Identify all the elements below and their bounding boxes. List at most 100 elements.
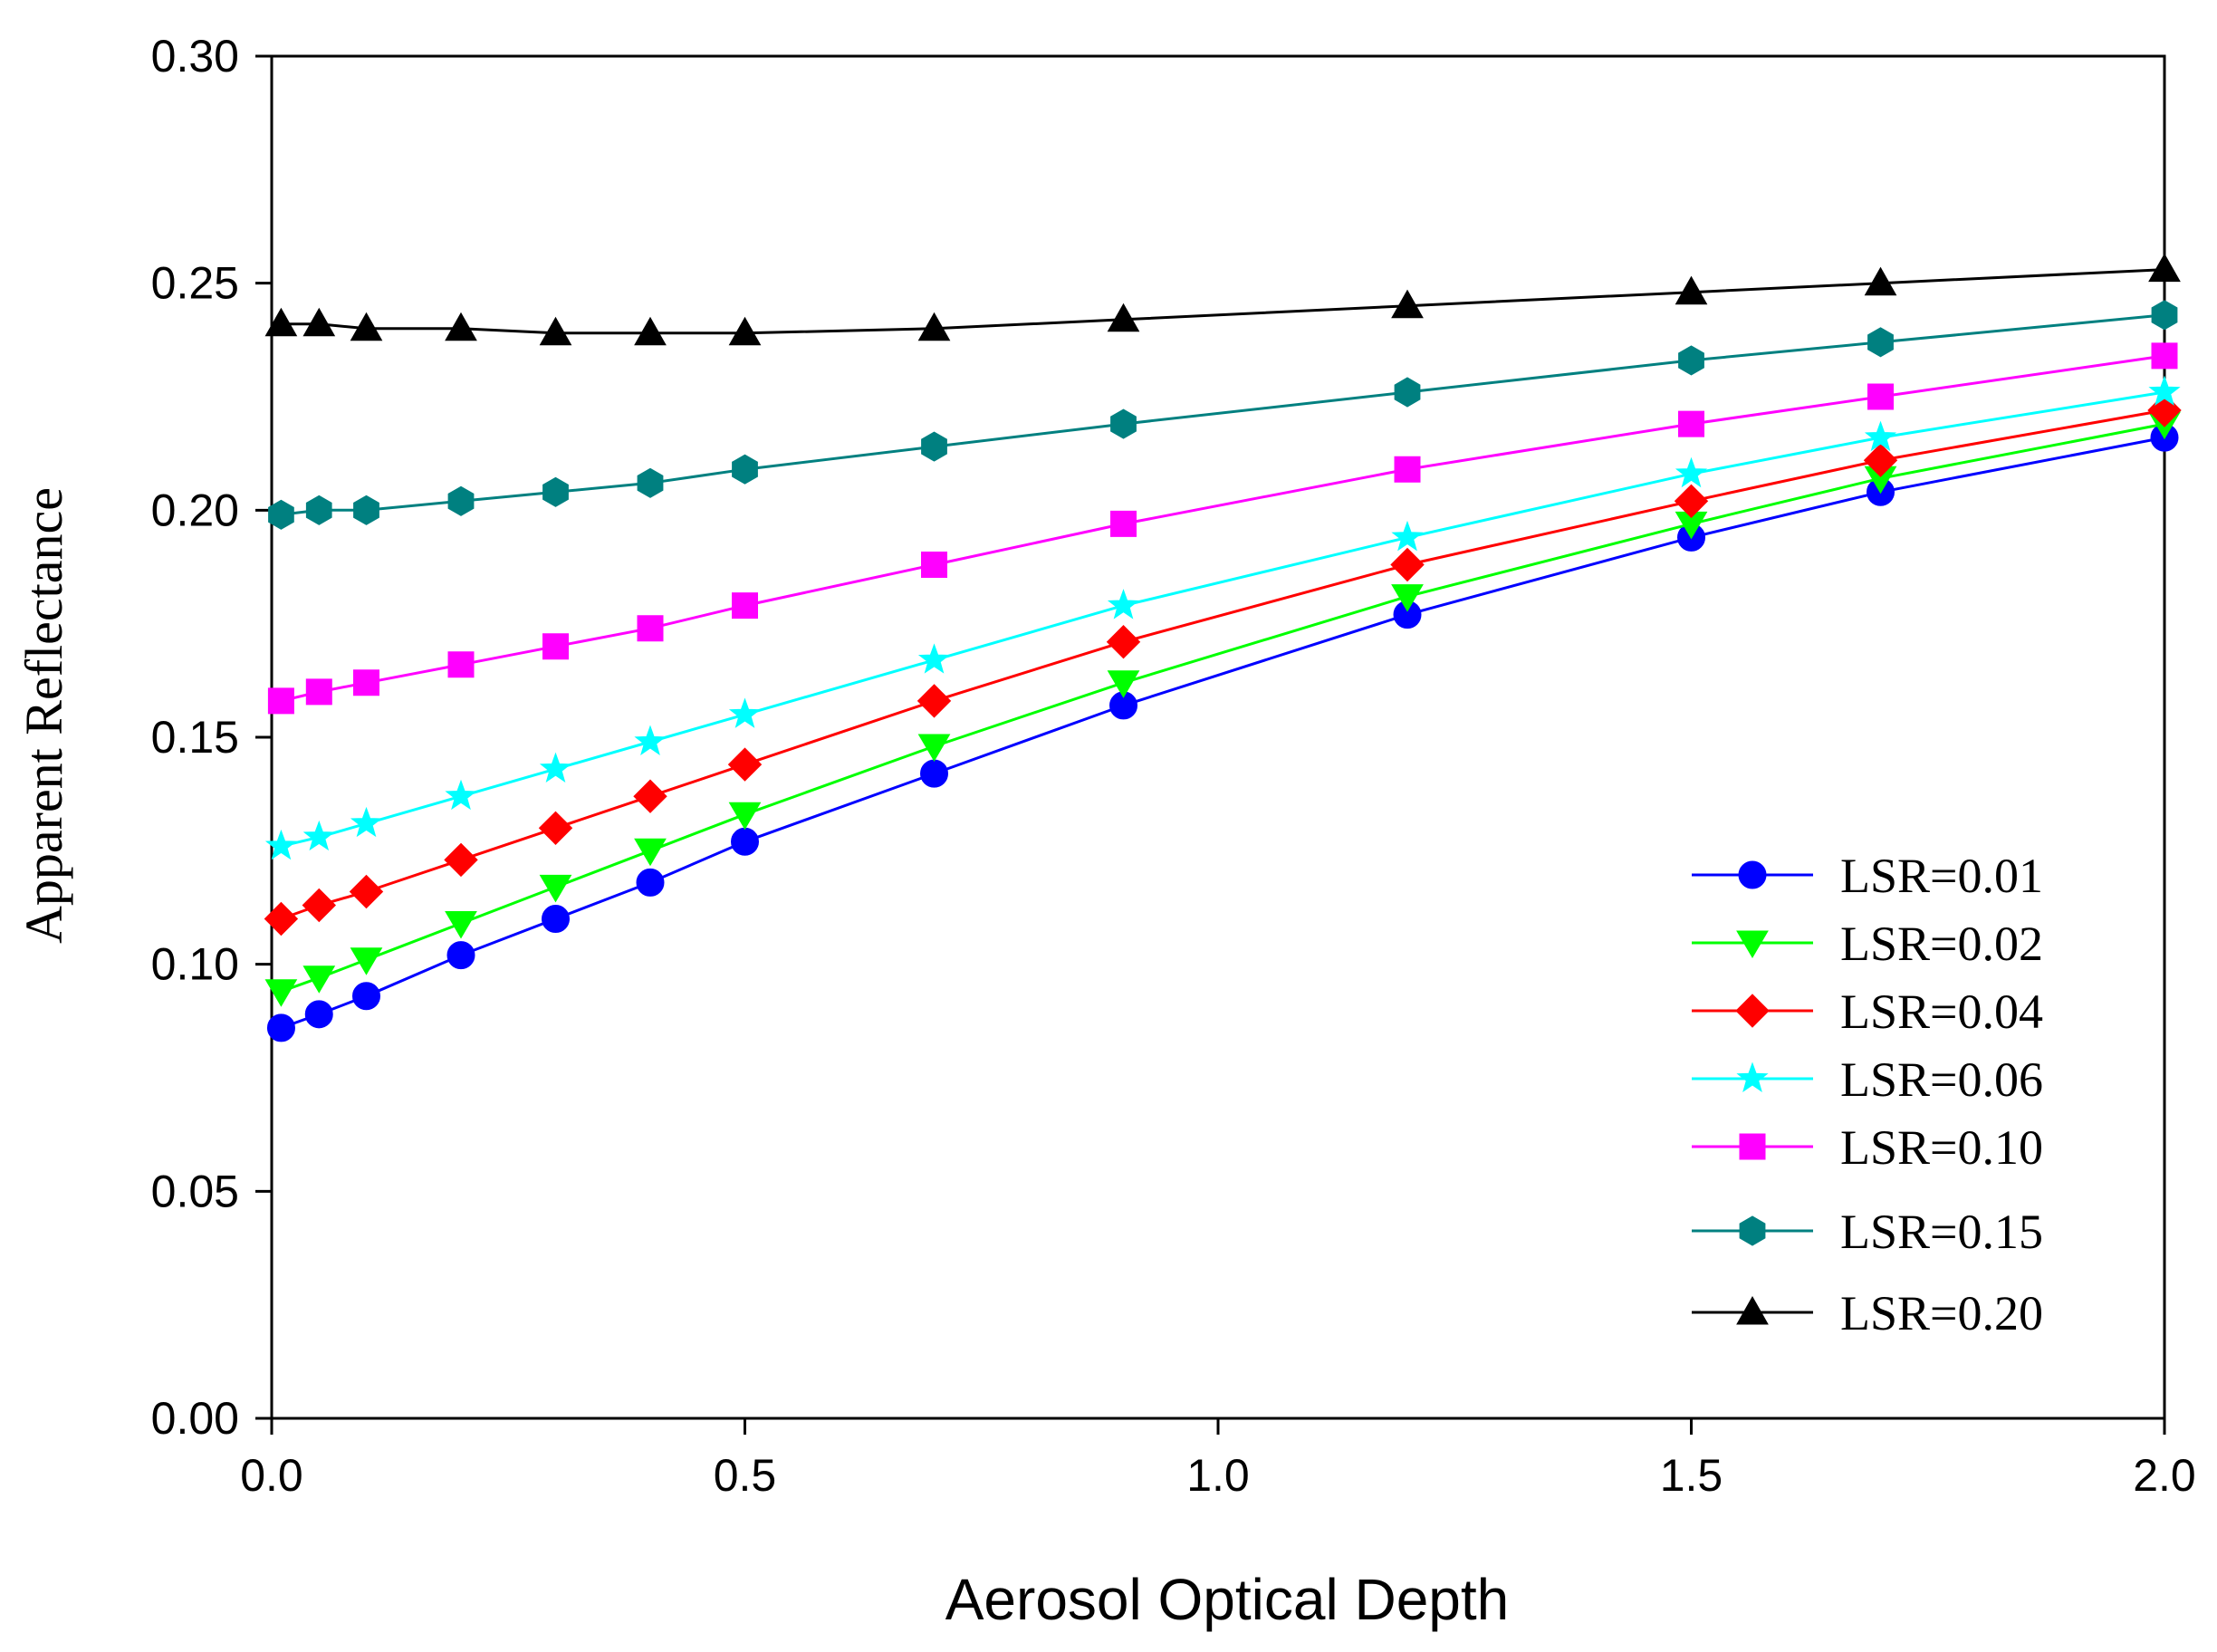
data-point [917, 734, 951, 762]
legend-marker [1738, 860, 1767, 889]
legend-item: LSR=0.20 [1692, 1286, 2043, 1340]
data-point [539, 874, 572, 903]
data-point [637, 467, 664, 498]
data-point [447, 485, 475, 516]
data-point [444, 842, 478, 878]
data-point [921, 431, 947, 462]
legend-item: LSR=0.15 [1692, 1205, 2043, 1259]
series-LSR=0.04 [264, 393, 2182, 936]
data-point [727, 747, 763, 782]
data-point [2148, 253, 2181, 283]
legend-item: LSR=0.04 [1692, 984, 2043, 1039]
data-point [728, 802, 762, 831]
data-point [350, 312, 383, 341]
data-point [266, 1013, 295, 1042]
data-point [267, 687, 294, 715]
data-point [636, 868, 665, 897]
legend-label: LSR=0.20 [1840, 1286, 2043, 1340]
y-tick-label: 0.15 [151, 712, 239, 763]
legend-item: LSR=0.02 [1692, 917, 2043, 971]
y-tick-label: 0.30 [151, 31, 239, 82]
data-point [264, 901, 299, 936]
data-point [446, 941, 475, 970]
data-point [264, 829, 297, 860]
data-point [1394, 456, 1421, 483]
legend-label: LSR=0.04 [1840, 984, 2043, 1039]
data-point [633, 779, 667, 813]
data-point [302, 820, 335, 851]
data-point [1678, 345, 1704, 376]
legend-marker [1736, 1061, 1769, 1092]
data-point [353, 669, 379, 696]
data-point [732, 454, 758, 485]
legend-label: LSR=0.06 [1840, 1052, 2043, 1107]
data-point [637, 615, 664, 642]
data-point [1863, 443, 1898, 477]
data-point [353, 495, 379, 525]
y-axis-ticks: 0.00 0.05 0.10 0.15 0.20 0.25 0.30 [151, 31, 272, 1444]
legend-marker [1736, 930, 1769, 958]
legend-marker [1735, 994, 1770, 1028]
data-point [302, 307, 336, 337]
legend-label: LSR=0.01 [1840, 849, 2043, 903]
x-tick-label: 2.0 [2133, 1450, 2196, 1501]
legend: LSR=0.01 LSR=0.02 LSR=0.04 LSR=0.06 LSR=0.10… [1692, 849, 2043, 1340]
series-LSR=0.20 [264, 253, 2181, 346]
data-point [1678, 410, 1704, 437]
series-LSR=0.06 [264, 375, 2181, 860]
data-point [1674, 484, 1709, 519]
data-point [1390, 547, 1425, 582]
data-point [1107, 670, 1140, 698]
data-point [305, 678, 332, 706]
data-point [634, 725, 667, 755]
legend-label: LSR=0.10 [1840, 1120, 2043, 1175]
data-point [264, 307, 298, 337]
data-point [445, 312, 477, 341]
data-point [445, 911, 477, 939]
y-tick-label: 0.00 [151, 1393, 239, 1444]
data-point [350, 947, 383, 975]
y-tick-label: 0.25 [151, 258, 239, 309]
data-point [1867, 383, 1894, 410]
data-point [1106, 624, 1141, 659]
x-axis-title: Aerosol Optical Depth [945, 1567, 1510, 1632]
legend-item: LSR=0.01 [1692, 849, 2043, 903]
data-point [352, 982, 380, 1011]
data-point [921, 552, 947, 578]
data-point [731, 827, 759, 856]
data-point [728, 697, 762, 728]
data-point [920, 759, 948, 788]
series-layer [264, 253, 2182, 1042]
data-point [917, 684, 952, 718]
data-point [349, 874, 384, 909]
data-point [1107, 589, 1140, 620]
data-point [2151, 342, 2178, 370]
data-point [917, 643, 951, 674]
data-point [539, 316, 572, 346]
data-point [539, 752, 572, 783]
data-point [1867, 327, 1894, 358]
data-point [634, 316, 667, 346]
data-point [1864, 266, 1897, 296]
legend-marker [1736, 1295, 1769, 1325]
data-point [305, 495, 332, 525]
data-point [917, 312, 951, 341]
legend-label: LSR=0.15 [1840, 1205, 2043, 1259]
data-point [2148, 375, 2181, 406]
y-tick-label: 0.05 [151, 1166, 239, 1216]
data-point [1394, 377, 1421, 408]
data-point [445, 779, 477, 811]
data-point [542, 476, 569, 507]
x-tick-label: 1.5 [1660, 1450, 1723, 1501]
data-point [634, 838, 667, 867]
data-point [732, 592, 758, 620]
x-tick-label: 0.5 [714, 1450, 777, 1501]
series-line [280, 422, 2165, 994]
data-point [1110, 510, 1137, 537]
x-axis-ticks: 0.0 0.5 1.0 1.5 2.0 [240, 1418, 2196, 1501]
data-point [1675, 456, 1708, 488]
data-point [268, 499, 294, 530]
data-point [350, 806, 383, 838]
legend-marker [1739, 1215, 1766, 1246]
